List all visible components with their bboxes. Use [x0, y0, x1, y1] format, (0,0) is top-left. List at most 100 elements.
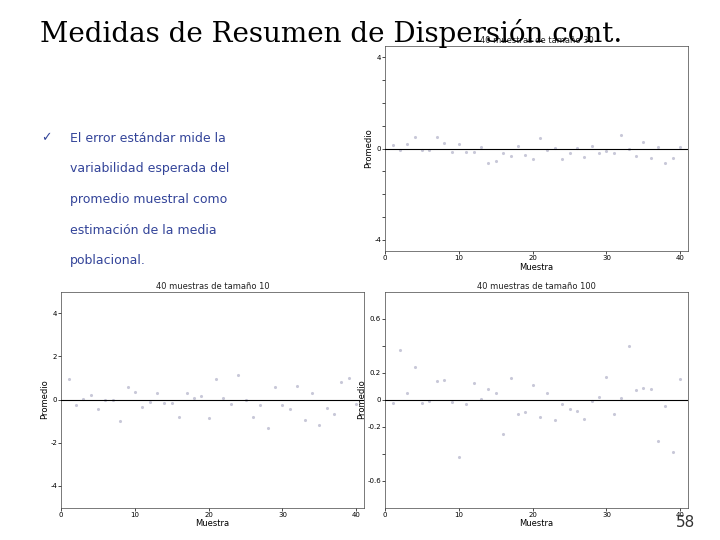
Point — [482, 384, 494, 393]
Point — [78, 395, 89, 403]
Point — [623, 342, 634, 350]
Point — [225, 400, 237, 409]
Text: ✓: ✓ — [42, 132, 52, 145]
Point — [490, 389, 502, 397]
Y-axis label: Promedio: Promedio — [364, 129, 373, 168]
Point — [292, 382, 303, 391]
Point — [652, 437, 664, 445]
Point — [336, 377, 347, 386]
Point — [557, 155, 568, 164]
Point — [534, 133, 546, 142]
Point — [616, 130, 627, 139]
Point — [129, 388, 140, 396]
Point — [652, 143, 664, 151]
Point — [564, 148, 575, 157]
Text: $\mathit{SEM} = \dfrac{s}{\sqrt{n}}$: $\mathit{SEM} = \dfrac{s}{\sqrt{n}}$ — [70, 310, 146, 340]
Text: estimación de la media: estimación de la media — [70, 224, 217, 237]
Point — [571, 143, 582, 152]
Point — [482, 159, 494, 167]
Point — [527, 155, 539, 164]
Point — [431, 132, 443, 141]
Point — [527, 381, 539, 389]
Point — [210, 375, 222, 383]
Point — [667, 154, 679, 163]
Point — [675, 143, 686, 151]
Point — [423, 146, 435, 154]
Point — [402, 388, 413, 397]
Point — [616, 394, 627, 403]
Point — [387, 399, 398, 407]
Point — [255, 400, 266, 409]
Text: Depende de n: Depende de n — [198, 304, 354, 333]
Text: poblacional.: poblacional. — [70, 254, 146, 267]
Point — [314, 421, 325, 429]
Point — [328, 410, 340, 418]
Point — [660, 401, 671, 410]
Point — [475, 143, 487, 151]
Point — [99, 395, 111, 404]
Point — [571, 407, 582, 415]
Y-axis label: Promedio: Promedio — [357, 380, 366, 420]
Point — [269, 382, 281, 391]
Point — [233, 370, 244, 379]
Point — [461, 400, 472, 408]
Point — [416, 399, 428, 408]
Title: 40 muestras de tamaño 100: 40 muestras de tamaño 100 — [477, 282, 596, 291]
Point — [203, 414, 215, 423]
Text: 58: 58 — [675, 515, 695, 530]
Point — [70, 401, 81, 410]
Point — [675, 374, 686, 383]
Point — [144, 397, 156, 406]
Point — [85, 390, 96, 399]
Title: 40 muestras de tamaño 30: 40 muestras de tamaño 30 — [480, 36, 593, 45]
Point — [541, 389, 553, 397]
Point — [446, 398, 457, 407]
Point — [394, 345, 405, 354]
Point — [505, 374, 516, 382]
Point — [520, 408, 531, 416]
Point — [394, 145, 405, 154]
Point — [114, 417, 126, 426]
Point — [446, 148, 457, 157]
Title: 40 muestras de tamaño 10: 40 muestras de tamaño 10 — [156, 282, 269, 291]
Point — [158, 399, 170, 407]
Point — [564, 404, 575, 413]
X-axis label: Muestra: Muestra — [195, 519, 230, 528]
Point — [660, 159, 671, 167]
X-axis label: Muestra: Muestra — [519, 262, 554, 272]
Point — [276, 400, 288, 409]
Point — [579, 415, 590, 424]
Point — [498, 430, 509, 439]
Point — [549, 416, 561, 425]
Point — [351, 400, 362, 408]
Point — [461, 147, 472, 156]
Point — [431, 377, 443, 386]
Point — [284, 404, 296, 413]
Point — [423, 397, 435, 406]
Point — [181, 388, 192, 397]
Point — [593, 148, 605, 157]
Point — [557, 400, 568, 408]
Y-axis label: Promedio: Promedio — [40, 380, 49, 420]
Point — [387, 140, 398, 149]
X-axis label: Muestra: Muestra — [519, 519, 554, 528]
Point — [667, 447, 679, 456]
Point — [262, 423, 274, 432]
Text: Medidas de Resumen de Dispersión cont.: Medidas de Resumen de Dispersión cont. — [40, 19, 622, 48]
Point — [240, 396, 251, 404]
Point — [438, 375, 450, 384]
Point — [608, 148, 620, 157]
Point — [321, 403, 333, 412]
Point — [409, 363, 420, 372]
Point — [520, 151, 531, 160]
Point — [600, 373, 612, 381]
Point — [600, 146, 612, 155]
Point — [92, 405, 104, 414]
Point — [638, 138, 649, 147]
Point — [217, 393, 229, 402]
Point — [490, 157, 502, 166]
Point — [416, 146, 428, 154]
Point — [468, 379, 480, 387]
Point — [549, 144, 561, 152]
Point — [299, 416, 310, 424]
